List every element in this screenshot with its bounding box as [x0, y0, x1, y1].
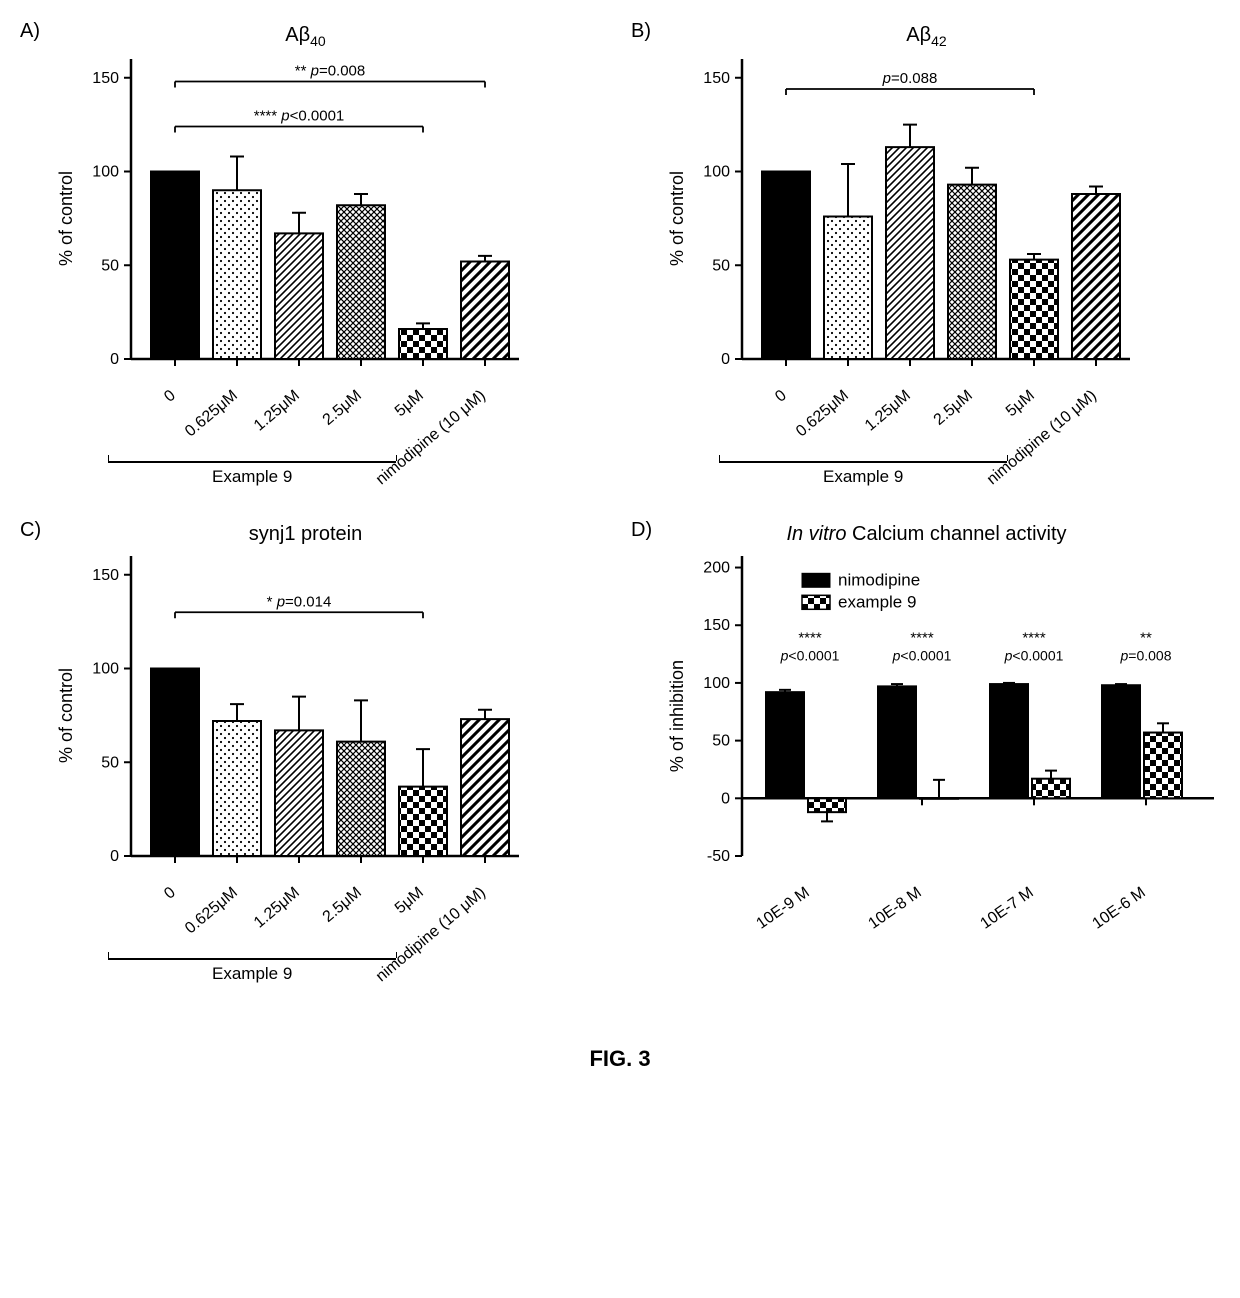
svg-text:0: 0 — [110, 848, 119, 865]
panel-a: A) Aβ40 % of control 0 50 100 150 ** p=0.008… — [20, 20, 591, 489]
panel-c: C) synj1 protein % of control 0 50 100 150 *… — [20, 519, 591, 986]
x-label: 2.5μM — [320, 387, 366, 430]
bar-chart: 0 50 100 150 * p=0.014 — [83, 556, 591, 876]
svg-text:p=0.088: p=0.088 — [882, 70, 938, 87]
svg-text:100: 100 — [703, 675, 730, 692]
svg-text:**: ** — [1140, 630, 1152, 647]
svg-text:** p=0.008: ** p=0.008 — [295, 63, 365, 80]
panel-d-title: In vitro Calcium channel activity — [631, 519, 1222, 546]
svg-text:150: 150 — [92, 70, 119, 87]
svg-text:150: 150 — [703, 617, 730, 634]
panel-b-title: Aβ42 — [631, 20, 1222, 49]
legend-nimodipine: nimodipine — [838, 570, 920, 589]
group-bracket — [108, 461, 396, 463]
group-label: Example 9 — [212, 467, 292, 487]
svg-text:100: 100 — [703, 164, 730, 181]
panel-a-chart: 0 50 100 150 ** p=0.008 **** p<0.0001 — [83, 59, 591, 379]
panel-b: B) Aβ42 % of control 0 50 100 150 p=0.088 0… — [631, 20, 1222, 489]
x-label: 1.25μM — [251, 884, 304, 932]
svg-text:0: 0 — [110, 351, 119, 368]
group-label: Example 9 — [823, 467, 903, 487]
panel-b-label: B) — [631, 20, 651, 43]
x-label: 0.625μM — [182, 387, 242, 441]
x-label: nimodipine (10 μM) — [984, 387, 1101, 489]
panel-d-xlabels: 10E-9 M 10E-8 M 10E-7 M 10E-6 M — [709, 876, 1222, 946]
figure-grid: A) Aβ40 % of control 050100150** p=0.008… — [20, 20, 1220, 986]
x-label: 10E-8 M — [865, 884, 925, 933]
svg-text:p=0.008: p=0.008 — [1119, 648, 1171, 664]
x-label: 5μM — [1003, 387, 1039, 421]
svg-text:50: 50 — [712, 257, 730, 274]
panel-b-title-sub: 42 — [931, 33, 947, 49]
x-label: 0.625μM — [182, 884, 242, 938]
svg-text:50: 50 — [712, 733, 730, 750]
svg-text:50: 50 — [101, 257, 119, 274]
panel-d-label: D) — [631, 519, 652, 542]
panel-d: D) In vitro Calcium channel activity % o… — [631, 519, 1222, 986]
panel-d-ylabel: % of inhibition — [661, 660, 694, 772]
svg-text:0: 0 — [721, 790, 730, 807]
x-label: nimodipine (10 μM) — [373, 884, 490, 986]
x-label: nimodipine (10 μM) — [373, 387, 490, 489]
panel-c-title: synj1 protein — [20, 519, 591, 546]
figure-caption: FIG. 3 — [20, 1046, 1220, 1072]
svg-text:100: 100 — [92, 661, 119, 678]
panel-c-chart: 0 50 100 150 * p=0.014 — [83, 556, 591, 876]
svg-text:150: 150 — [703, 70, 730, 87]
panel-a-title-sub: 40 — [310, 33, 326, 49]
svg-text:****: **** — [910, 630, 934, 647]
svg-text:****: **** — [1022, 630, 1046, 647]
panel-c-xlabels: 00.625μM1.25μM 2.5μM 5μMnimodipine (10 μM)… — [98, 876, 591, 986]
svg-text:p<0.0001: p<0.0001 — [780, 648, 840, 664]
svg-text:p<0.0001: p<0.0001 — [1004, 648, 1064, 664]
x-label: 1.25μM — [251, 387, 304, 435]
panel-d-chart: -50050100150200nimodipineexample 9****p<… — [694, 556, 1222, 876]
panel-a-label: A) — [20, 20, 40, 43]
panel-a-xlabels: 00.625μM1.25μM 2.5μM 5μMnimodipine (10 μM)… — [98, 379, 591, 489]
x-label: 5μM — [392, 884, 428, 918]
svg-text:150: 150 — [92, 567, 119, 584]
x-label: 10E-9 M — [753, 884, 813, 933]
svg-text:200: 200 — [703, 560, 730, 577]
svg-text:**** p<0.0001: **** p<0.0001 — [254, 108, 345, 125]
x-label: 10E-6 M — [1089, 884, 1149, 933]
group-bracket — [719, 461, 1007, 463]
svg-text:* p=0.014: * p=0.014 — [267, 593, 332, 610]
panel-b-title-main: Aβ — [906, 24, 931, 46]
panel-b-xlabels: 00.625μM1.25μM 2.5μM 5μMnimodipine (10 μM)… — [709, 379, 1222, 489]
panel-c-label: C) — [20, 519, 41, 542]
bar-chart: 0 50 100 150 ** p=0.008 **** p<0.0001 — [83, 59, 591, 379]
x-label: 0 — [772, 387, 790, 407]
x-label: 2.5μM — [931, 387, 977, 430]
x-label: 10E-7 M — [977, 884, 1037, 933]
svg-text:100: 100 — [92, 164, 119, 181]
panel-c-ylabel: % of control — [50, 668, 83, 763]
svg-text:p<0.0001: p<0.0001 — [892, 648, 952, 664]
panel-a-ylabel: % of control — [50, 171, 83, 266]
panel-a-title-main: Aβ — [285, 24, 310, 46]
x-label: 0 — [161, 387, 179, 407]
grouped-bar-chart: -50050100150200nimodipineexample 9****p<… — [694, 556, 1222, 876]
svg-text:****: **** — [798, 630, 822, 647]
legend-example9: example 9 — [838, 592, 916, 611]
x-label: 1.25μM — [862, 387, 915, 435]
svg-text:-50: -50 — [707, 848, 730, 865]
bar-chart: 0 50 100 150 p=0.088 — [694, 59, 1202, 379]
svg-text:50: 50 — [101, 754, 119, 771]
x-label: 2.5μM — [320, 884, 366, 927]
group-bracket — [108, 958, 396, 960]
panel-b-chart: 0 50 100 150 p=0.088 — [694, 59, 1202, 379]
x-label: 0.625μM — [793, 387, 853, 441]
x-label: 0 — [161, 884, 179, 904]
x-label: 5μM — [392, 387, 428, 421]
panel-b-ylabel: % of control — [661, 171, 694, 266]
group-label: Example 9 — [212, 964, 292, 984]
panel-a-title: Aβ40 — [20, 20, 591, 49]
svg-text:0: 0 — [721, 351, 730, 368]
